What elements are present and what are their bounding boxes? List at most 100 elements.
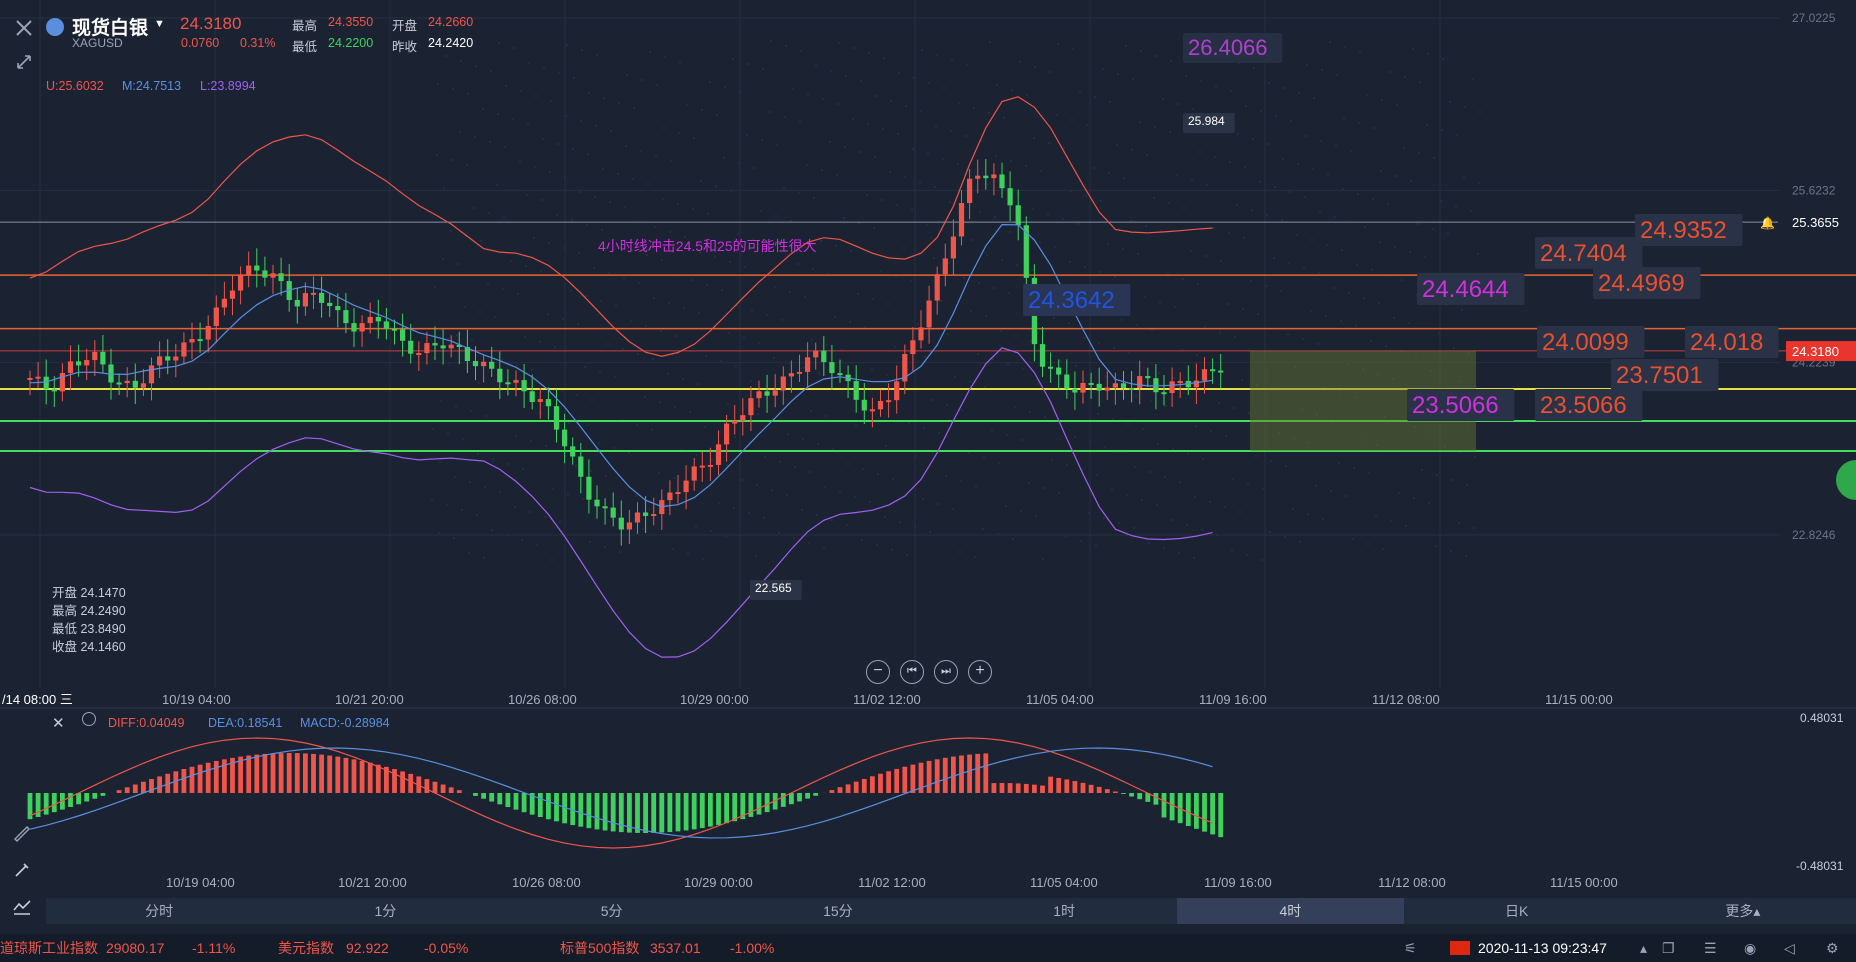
price-label-bg	[1611, 359, 1719, 391]
macd-bar	[789, 793, 794, 805]
macd-diff-line	[29, 737, 1213, 849]
map-dot	[1014, 406, 1016, 408]
map-dot	[1373, 127, 1375, 129]
macd-bar	[100, 793, 106, 796]
scroll-end-icon[interactable]: ⏭	[934, 660, 958, 684]
macd-x-axis-label: 11/05 04:00	[1030, 875, 1098, 890]
map-dot	[1200, 80, 1202, 82]
timeframe-0[interactable]: 分时	[145, 903, 174, 919]
instrument-title[interactable]: 现货白银	[72, 18, 149, 39]
map-dot	[1201, 529, 1203, 531]
ticker-usd-name[interactable]: 美元指数	[278, 940, 334, 956]
timeframe-5[interactable]: 4时	[1177, 898, 1404, 924]
map-dot	[906, 554, 908, 556]
map-dot	[1338, 462, 1340, 464]
map-dot	[1117, 73, 1119, 75]
map-dot	[698, 312, 700, 314]
zoom-in-icon[interactable]: +	[968, 660, 992, 684]
macd-x-axis-label: 11/09 16:00	[1204, 875, 1272, 890]
zoom-out-icon[interactable]: −	[866, 660, 890, 684]
map-dot	[1134, 466, 1136, 468]
instrument-symbol: XAGUSD	[72, 36, 123, 50]
map-dot	[549, 171, 551, 173]
map-dot	[1227, 303, 1229, 305]
price-label: 23.7501	[1616, 362, 1703, 389]
map-dot	[1410, 180, 1412, 182]
map-dot	[484, 486, 486, 488]
macd-bar	[716, 793, 721, 825]
map-dot	[460, 60, 462, 62]
timeframe-3[interactable]: 15分	[823, 903, 853, 919]
price-label: 25.984	[1188, 114, 1225, 128]
macd-settings-icon[interactable]	[82, 712, 96, 726]
map-dot	[664, 56, 666, 58]
candle	[67, 361, 74, 373]
macd-close-icon[interactable]: ✕	[52, 715, 65, 732]
candle	[683, 480, 689, 493]
candle	[724, 423, 730, 445]
candle	[497, 368, 503, 383]
candle	[732, 420, 738, 424]
camera-icon[interactable]: ◉	[1744, 940, 1757, 956]
map-dot	[474, 136, 476, 138]
candle	[643, 512, 649, 516]
timeframe-4[interactable]: 1时	[1053, 903, 1076, 919]
map-dot	[450, 230, 452, 232]
instrument-dropdown-icon[interactable]: ▼	[154, 18, 165, 30]
map-dot	[556, 214, 558, 216]
ticker-dow-name[interactable]: 道琼斯工业指数	[0, 940, 98, 956]
draw-tool-icon[interactable]	[10, 820, 34, 844]
map-dot	[1468, 352, 1470, 354]
macd-bar	[942, 757, 948, 793]
map-dot	[1413, 497, 1415, 499]
map-dot	[1128, 352, 1130, 354]
macd-bar	[886, 771, 891, 793]
map-dot	[957, 163, 959, 165]
settings-icon[interactable]: ⚙	[1826, 940, 1839, 956]
macd-bar	[456, 790, 462, 793]
timeframe-1[interactable]: 1分	[374, 903, 397, 919]
map-dot	[730, 190, 732, 192]
list-icon[interactable]: ☰	[1704, 940, 1717, 956]
map-dot	[1165, 405, 1167, 407]
broadcast-icon[interactable]: ⚟	[1404, 940, 1417, 956]
timeframe-2[interactable]: 5分	[600, 903, 623, 919]
timeframe-6[interactable]: 日K	[1504, 903, 1529, 919]
candle	[602, 506, 608, 509]
map-dot	[446, 504, 448, 506]
expand-up-icon[interactable]: ▴	[1640, 940, 1648, 956]
indicator-icon[interactable]	[10, 894, 34, 918]
map-dot	[487, 283, 489, 285]
map-dot	[1191, 179, 1193, 181]
map-dot	[855, 425, 857, 427]
scroll-start-icon[interactable]: ⏮	[900, 660, 924, 684]
map-dot	[1231, 549, 1233, 551]
close-icon[interactable]	[10, 14, 38, 42]
ohlc-low: 最低 23.8490	[52, 622, 126, 636]
shrink-icon[interactable]	[10, 48, 38, 76]
map-dot	[1463, 177, 1465, 179]
map-dot	[839, 491, 841, 493]
map-dot	[1070, 190, 1072, 192]
pencil-icon[interactable]	[10, 858, 34, 882]
map-dot	[1183, 207, 1185, 209]
timeframe-7[interactable]: 更多▴	[1725, 903, 1761, 919]
map-dot	[1043, 487, 1045, 489]
map-dot	[670, 160, 672, 162]
map-dot	[1058, 492, 1060, 494]
map-dot	[910, 280, 912, 282]
map-dot	[447, 433, 449, 435]
candle	[537, 399, 543, 403]
ticker-sp-name[interactable]: 标普500指数	[560, 940, 640, 956]
macd-bar	[1218, 793, 1224, 838]
candle	[740, 415, 746, 421]
map-dot	[1453, 347, 1455, 349]
candle	[788, 373, 794, 377]
map-dot	[786, 494, 788, 496]
map-dot	[926, 224, 928, 226]
map-dot	[917, 323, 919, 325]
candle	[116, 382, 122, 385]
window-icon[interactable]: ❐	[1662, 940, 1675, 956]
sound-icon[interactable]: ◁	[1784, 940, 1795, 956]
